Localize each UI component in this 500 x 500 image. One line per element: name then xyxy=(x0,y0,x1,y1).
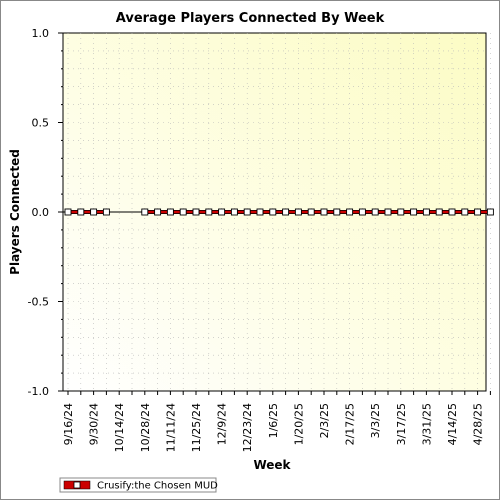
data-point xyxy=(294,208,302,216)
x-tick-label: 2/17/25 xyxy=(344,403,357,445)
data-point xyxy=(230,208,238,216)
data-point xyxy=(179,208,187,216)
data-point xyxy=(410,208,418,216)
series-layer xyxy=(64,208,494,216)
x-tick-label: 9/16/24 xyxy=(62,403,75,445)
legend-box xyxy=(59,477,217,493)
legend-label: Crusify:the Chosen MUD xyxy=(97,481,218,492)
data-point xyxy=(141,208,149,216)
data-point xyxy=(282,208,290,216)
x-tick-label: 1/6/25 xyxy=(267,403,280,438)
y-tick-label: 0.5 xyxy=(32,117,50,130)
x-tick-label: 10/14/24 xyxy=(113,403,126,452)
data-point xyxy=(346,208,354,216)
chart-title: Average Players Connected By Week xyxy=(116,11,385,26)
x-tick-label: 10/28/24 xyxy=(139,403,152,452)
x-tick-label: 2/3/25 xyxy=(318,403,331,438)
data-point xyxy=(384,208,392,216)
legend-marker xyxy=(73,481,81,489)
legend: Crusify:the Chosen MUD xyxy=(59,477,218,493)
data-point xyxy=(474,208,482,216)
data-point xyxy=(358,208,366,216)
x-tick-label: 12/9/24 xyxy=(216,403,229,445)
x-tick-label: 4/28/25 xyxy=(472,403,485,445)
x-axis-label: Week xyxy=(253,458,291,472)
y-tick-label: 0.0 xyxy=(32,206,50,219)
data-point xyxy=(64,208,72,216)
data-point xyxy=(422,208,430,216)
x-tick-label: 9/30/24 xyxy=(88,403,101,445)
data-point xyxy=(486,208,494,216)
y-tick-label: 1.0 xyxy=(32,27,50,40)
data-point xyxy=(218,208,226,216)
y-axis: 1.0 0.5 0.0 -0.5 -1.0 xyxy=(28,27,63,398)
data-point xyxy=(192,208,200,216)
data-point xyxy=(77,208,85,216)
data-point xyxy=(333,208,341,216)
data-point xyxy=(397,208,405,216)
data-point xyxy=(269,208,277,216)
data-point xyxy=(320,208,328,216)
x-tick-label: 11/25/24 xyxy=(190,403,203,452)
grid-lines xyxy=(63,33,491,391)
y-axis-label: Players Connected xyxy=(8,149,22,275)
data-point xyxy=(307,208,315,216)
x-tick-label: 3/17/25 xyxy=(395,403,408,445)
data-point xyxy=(435,208,443,216)
data-point xyxy=(448,208,456,216)
x-tick-label: 11/11/24 xyxy=(164,403,177,452)
data-point xyxy=(243,208,251,216)
x-tick-label: 12/23/24 xyxy=(241,403,254,452)
y-tick-label: -0.5 xyxy=(28,296,49,309)
data-point xyxy=(256,208,264,216)
y-tick-label: -1.0 xyxy=(28,385,49,398)
data-point xyxy=(461,208,469,216)
data-point xyxy=(371,208,379,216)
x-tick-label: 3/3/25 xyxy=(369,403,382,438)
x-tick-label: 3/31/25 xyxy=(420,403,433,445)
data-point xyxy=(166,208,174,216)
x-tick-label: 1/20/25 xyxy=(292,403,305,445)
x-tick-label: 4/14/25 xyxy=(446,403,459,445)
data-point xyxy=(205,208,213,216)
data-point xyxy=(90,208,98,216)
data-point xyxy=(102,208,110,216)
x-axis: 9/16/24 9/30/24 10/14/24 10/28/24 11/11/24 11… xyxy=(62,391,491,452)
data-point xyxy=(154,208,162,216)
